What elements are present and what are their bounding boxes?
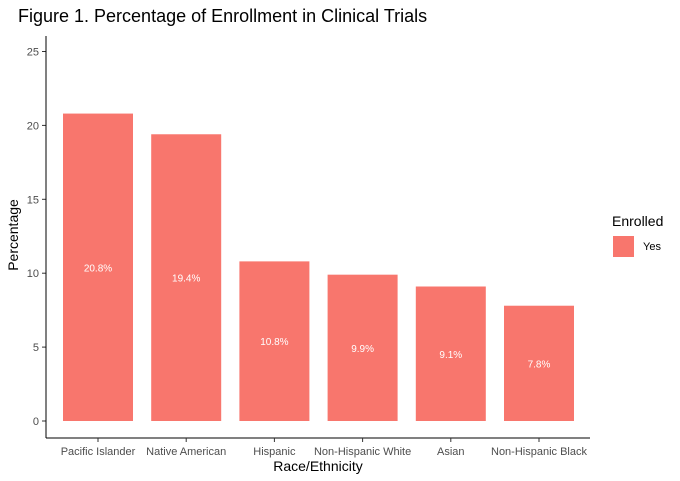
- bar: [63, 113, 133, 422]
- x-tick-label: Non-Hispanic Black: [491, 446, 587, 458]
- bar: [415, 286, 486, 421]
- bar: [327, 274, 398, 421]
- bar: [239, 261, 310, 421]
- bar-data-label: 20.8%: [84, 263, 112, 274]
- bar: [151, 134, 222, 421]
- bar-data-label: 10.8%: [260, 337, 288, 348]
- x-tick-label: Non-Hispanic White: [314, 446, 411, 458]
- legend-key-yes: [613, 236, 634, 257]
- y-tick-label: 15: [27, 194, 39, 206]
- bar: [504, 305, 574, 421]
- y-tick-label: 20: [27, 120, 39, 132]
- y-tick-label: 25: [27, 47, 39, 59]
- bar-data-labels: 20.8% 19.4% 10.8% 9.9% 9.1% 7.8%: [84, 263, 551, 370]
- bars: [63, 113, 574, 422]
- x-tick-label: Asian: [437, 446, 465, 458]
- legend: Enrolled Yes: [612, 213, 663, 257]
- x-tick-label: Pacific Islander: [61, 446, 136, 458]
- y-tick-label: 0: [33, 416, 39, 428]
- y-axis-title: Percentage: [5, 199, 21, 271]
- bar-data-label: 7.8%: [528, 359, 551, 370]
- x-axis-ticks: Pacific Islander Native American Hispanic N…: [61, 438, 587, 458]
- y-tick-label: 10: [27, 268, 39, 280]
- x-tick-label: Hispanic: [253, 446, 296, 458]
- y-axis-ticks: 0 5 10 15 20 25: [27, 47, 46, 428]
- bar-data-label: 9.9%: [351, 344, 374, 355]
- legend-title: Enrolled: [612, 213, 663, 229]
- chart-title: Figure 1. Percentage of Enrollment in Cl…: [18, 6, 427, 26]
- legend-label-yes: Yes: [643, 241, 661, 253]
- y-tick-label: 5: [33, 342, 39, 354]
- x-axis-title: Race/Ethnicity: [273, 458, 362, 474]
- bar-data-label: 9.1%: [439, 350, 462, 361]
- x-tick-label: Native American: [146, 446, 226, 458]
- bar-data-label: 19.4%: [172, 274, 200, 285]
